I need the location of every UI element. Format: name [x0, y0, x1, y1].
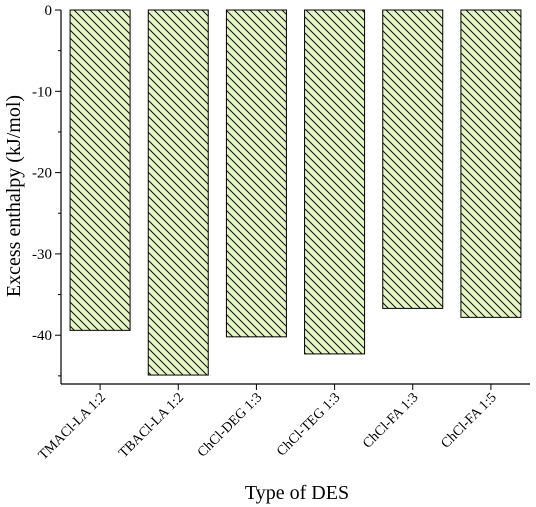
bar — [304, 9, 366, 355]
x-tick-label: ChCl-FA 1:5 — [438, 390, 499, 451]
x-tick-label: ChCl-TEG 1:3 — [274, 390, 343, 459]
x-tick-label: TMACl-LA 1:2 — [36, 390, 109, 463]
bar — [147, 9, 209, 376]
bar — [69, 9, 131, 331]
y-tick-label: -20 — [32, 166, 52, 182]
x-tick-label: TBACl-LA 1:2 — [116, 390, 187, 461]
y-tick-label: -40 — [32, 328, 52, 344]
x-tick-label: ChCl-DEG 1:3 — [195, 390, 265, 460]
bar — [460, 9, 522, 318]
y-tick-label: -30 — [32, 247, 52, 263]
bar — [225, 9, 287, 338]
x-tick-label: ChCl-FA 1:3 — [360, 390, 421, 451]
x-axis-title: Type of DES — [245, 482, 349, 504]
y-tick-label: -10 — [32, 84, 52, 100]
bar — [382, 9, 444, 309]
y-tick-label: 0 — [45, 3, 53, 19]
y-axis-title: Excess enthalpy (kJ/mol) — [3, 95, 25, 297]
